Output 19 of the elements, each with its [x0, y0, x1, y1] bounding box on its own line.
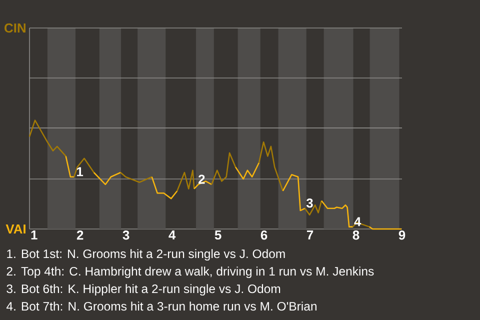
annotation: 4	[354, 217, 362, 226]
text: 1. Bot 1st: N. Grooms hit a 2-run single vs J. Odom	[7, 249, 285, 261]
x-tick-label: 1	[31, 230, 38, 240]
x-tick-label: 4	[168, 230, 176, 240]
x-tick-label: 8	[352, 230, 360, 240]
text: CIN	[4, 23, 26, 33]
x-tick-label: 3	[122, 230, 130, 240]
text: 4. Bot 7th: N. Grooms hit a 3-run home run vs M. O'Brian	[6, 302, 316, 311]
x-tick-label: 2	[76, 230, 84, 240]
x-tick-label: 9	[398, 230, 406, 240]
x-tick-label: 7	[306, 230, 314, 240]
x-tick-label: 6	[260, 230, 268, 240]
text: 2. Top 4th: C. Hambright drew a walk, driving in 1 run vs M. Jenkins	[6, 266, 374, 278]
x-tick-label: 5	[214, 230, 222, 240]
annotation: 1	[77, 167, 84, 176]
text: 3. Bot 6th: K. Hippler hit a 2-run single vs J. Odom	[6, 284, 280, 296]
annotation: 2	[198, 174, 205, 184]
text: VAI	[6, 224, 26, 234]
annotation: 3	[306, 198, 313, 208]
